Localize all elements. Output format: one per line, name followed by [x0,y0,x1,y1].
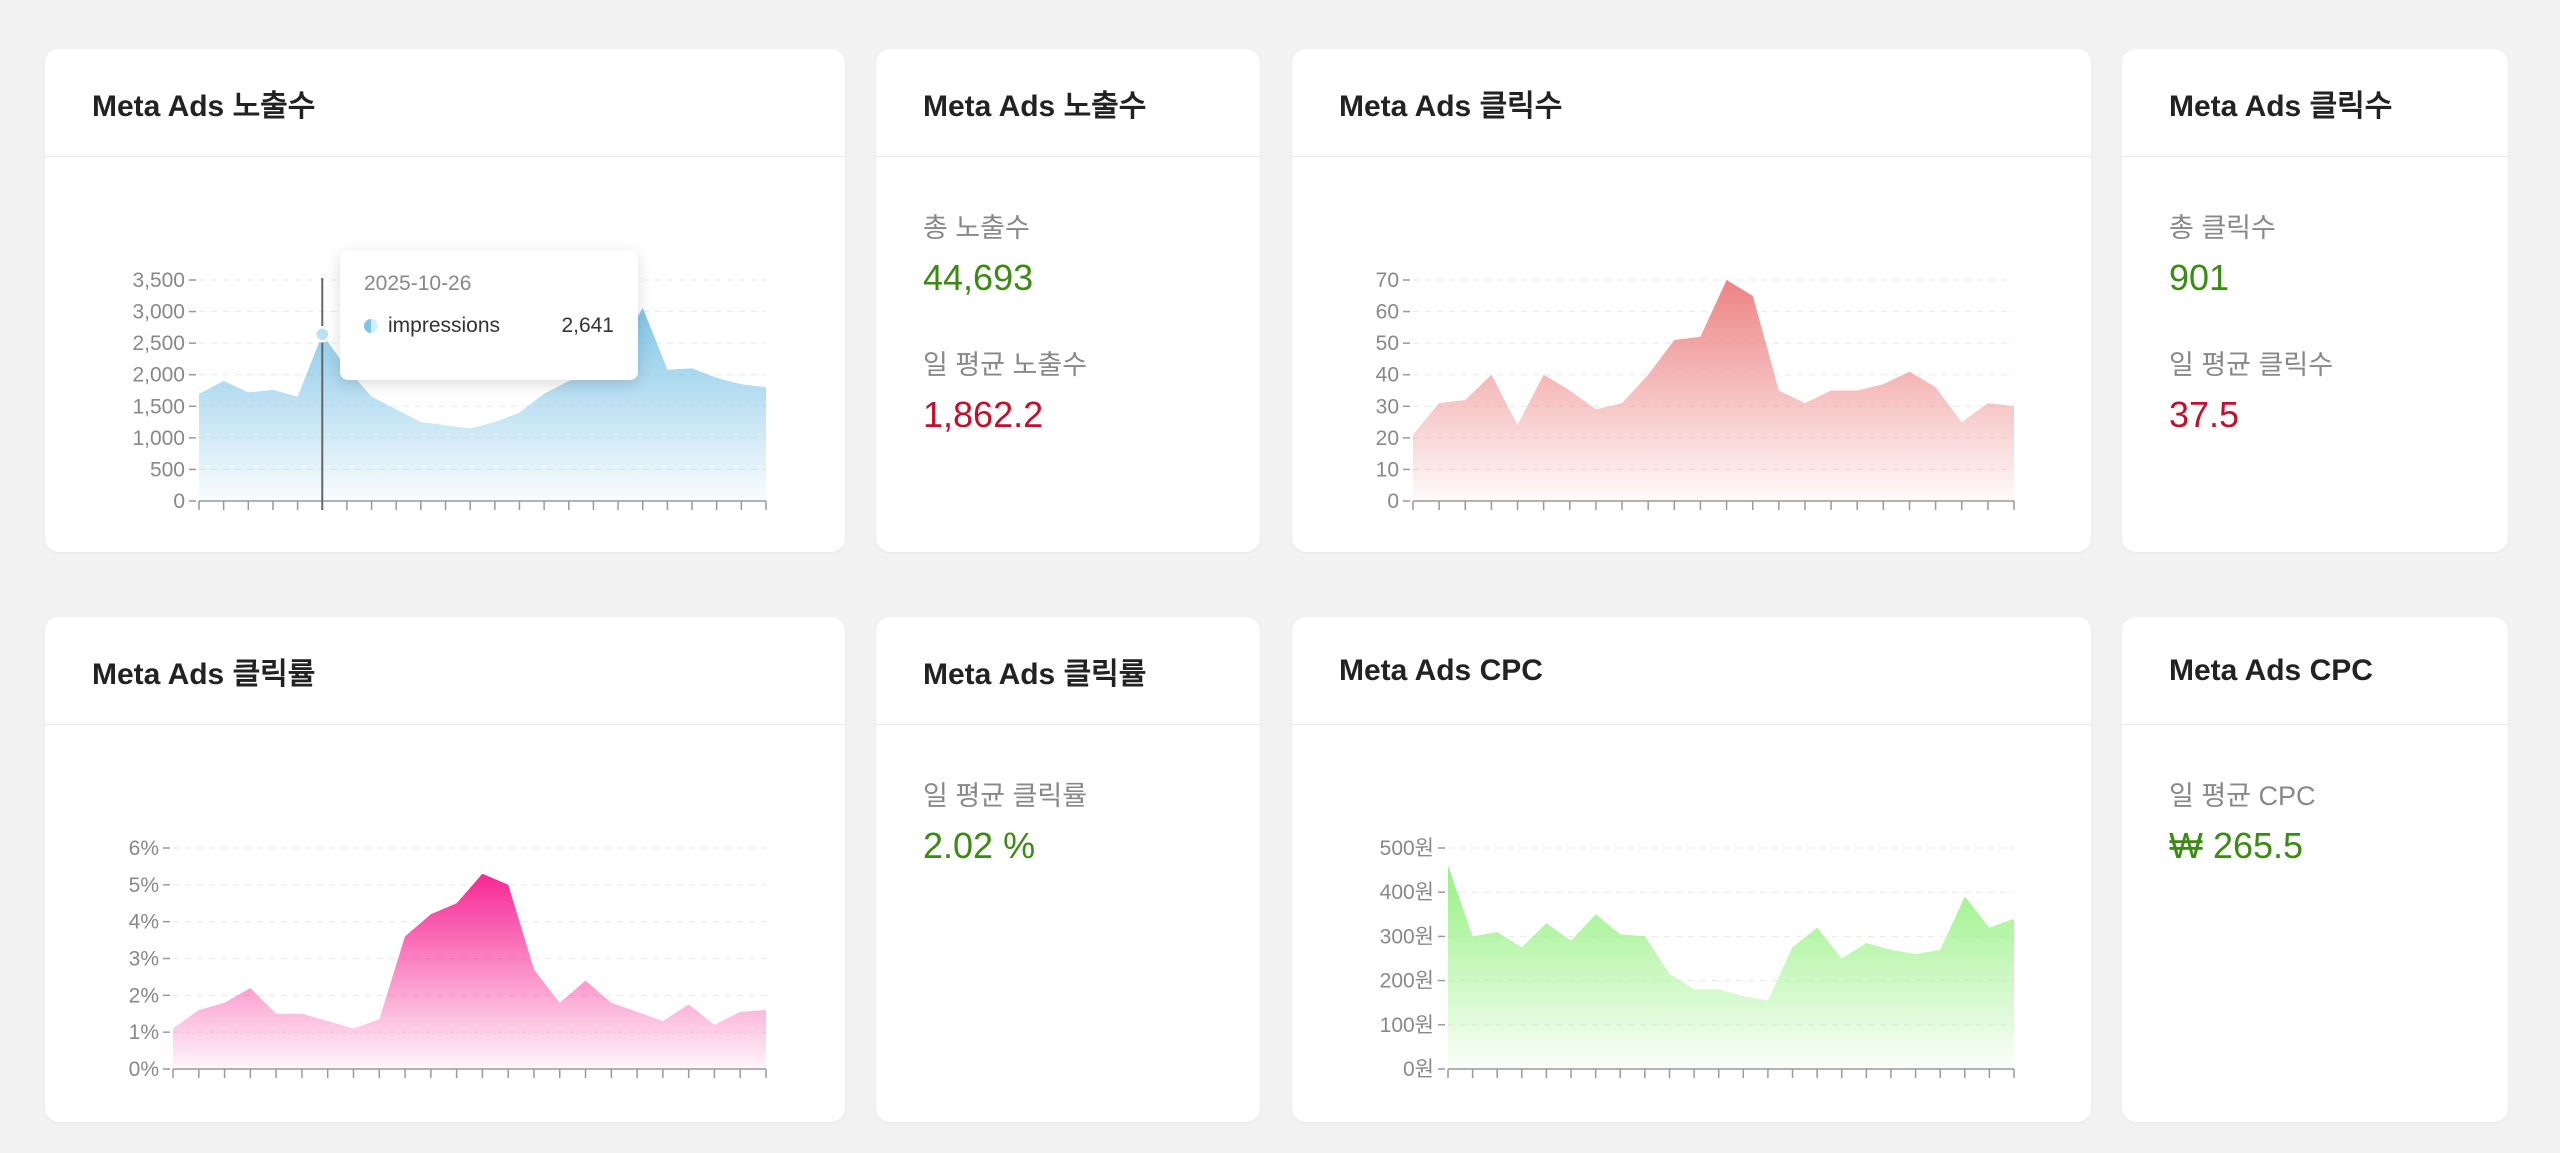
y-tick-label: 3,500 [132,269,185,292]
tooltip-series-name: impressions [388,314,501,337]
ctr-chart-card: Meta Ads 클릭률 0% 1% 2% 3% 4% 5% 6% [45,617,845,1122]
avg-cpc-value: ₩ 265.5 [2169,825,2304,866]
clicks-stats-card: Meta Ads 클릭수 총 클릭수 901 일 평균 클릭수 37.5 [2122,49,2508,552]
card-title: Meta Ads 클릭률 [923,657,1147,691]
series-area [173,873,766,1069]
impressions-stats-card: Meta Ads 노출수 총 노출수 44,693 일 평균 노출수 1,862… [876,49,1260,552]
y-tick-label: 4% [129,911,159,934]
total-impressions-value: 44,693 [923,257,1034,298]
clicks-chart-card: Meta Ads 클릭수 0 10 20 30 40 50 60 70 [1292,49,2091,552]
card-title: Meta Ads 노출수 [92,89,316,123]
y-tick-label: 20 [1376,427,1399,450]
y-tick-label: 500 [150,458,185,481]
card-header: Meta Ads 클릭수 [2122,49,2508,157]
tooltip-date: 2025-10-26 [364,272,472,295]
y-tick-label: 40 [1376,364,1399,387]
card-title: Meta Ads CPC [2169,653,2373,687]
card-header: Meta Ads CPC [2122,617,2508,725]
y-tick-label: 400원 [1380,881,1434,904]
series-area [1413,280,2014,501]
y-tick-label: 10 [1376,458,1399,481]
impressions-chart-card: Meta Ads 노출수 0 500 1,000 1,500 2,000 2,500 3,0… [45,49,845,552]
card-header: Meta Ads 클릭률 [45,617,845,725]
cpc-area-chart[interactable]: 0원 100원 200원 300원 400원 500원 [1292,725,2091,1122]
y-tick-label: 50 [1376,332,1399,355]
y-tick-label: 0% [129,1058,159,1081]
card-header: Meta Ads 노출수 [45,49,845,157]
series-dot-icon [364,319,378,333]
y-tick-label: 3,000 [132,301,185,324]
y-tick-label: 2,000 [132,364,185,387]
y-tick-label: 0 [1387,490,1399,513]
total-impressions-label: 총 노출수 [923,213,1030,243]
y-tick-label: 500원 [1380,837,1434,860]
total-clicks-value: 901 [2169,257,2230,298]
chart-tooltip: 2025-10-26 impressions 2,641 [340,250,638,380]
y-tick-label: 200원 [1380,970,1434,993]
card-title: Meta Ads 노출수 [923,89,1147,123]
cpc-stats-card: Meta Ads CPC 일 평균 CPC ₩ 265.5 [2122,617,2508,1122]
y-tick-label: 30 [1376,395,1399,418]
y-tick-label: 0 [173,490,185,513]
hover-point [314,325,331,343]
card-header: Meta Ads 클릭률 [876,617,1260,725]
series-area [1448,865,2014,1069]
ctr-stats-card: Meta Ads 클릭률 일 평균 클릭률 2.02 % [876,617,1260,1122]
card-header: Meta Ads 노출수 [876,49,1260,157]
avg-impressions-label: 일 평균 노출수 [923,350,1088,380]
y-tick-label: 300원 [1380,925,1434,948]
y-tick-label: 2,500 [132,332,185,355]
card-title: Meta Ads 클릭수 [2169,89,2393,123]
y-tick-label: 1,000 [132,427,185,450]
card-title: Meta Ads CPC [1339,653,1543,687]
y-tick-label: 3% [129,948,159,971]
card-title: Meta Ads 클릭률 [92,657,316,691]
card-title: Meta Ads 클릭수 [1339,89,1563,123]
avg-ctr-label: 일 평균 클릭률 [923,781,1088,811]
clicks-area-chart[interactable]: 0 10 20 30 40 50 60 70 [1292,157,2091,552]
y-tick-label: 5% [129,874,159,897]
y-tick-label: 1,500 [132,395,185,418]
card-header: Meta Ads 클릭수 [1292,49,2091,157]
avg-cpc-label: 일 평균 CPC [2169,781,2316,811]
y-tick-label: 60 [1376,301,1399,324]
y-tick-label: 0원 [1403,1058,1434,1081]
tooltip-row: impressions 2,641 [364,314,614,338]
y-tick-label: 1% [129,1021,159,1044]
y-tick-label: 2% [129,984,159,1007]
avg-clicks-value: 37.5 [2169,394,2240,435]
tooltip-value: 2,641 [561,314,614,337]
y-tick-label: 100원 [1380,1014,1434,1037]
total-clicks-label: 총 클릭수 [2169,213,2276,243]
ctr-area-chart[interactable]: 0% 1% 2% 3% 4% 5% 6% [45,725,845,1122]
card-header: Meta Ads CPC [1292,617,2091,725]
y-tick-label: 70 [1376,269,1399,292]
avg-ctr-value: 2.02 % [923,825,1036,866]
cpc-chart-card: Meta Ads CPC 0원 100원 200원 300원 400원 500원 [1292,617,2091,1122]
y-tick-label: 6% [129,837,159,860]
avg-clicks-label: 일 평균 클릭수 [2169,350,2334,380]
avg-impressions-value: 1,862.2 [923,394,1044,435]
